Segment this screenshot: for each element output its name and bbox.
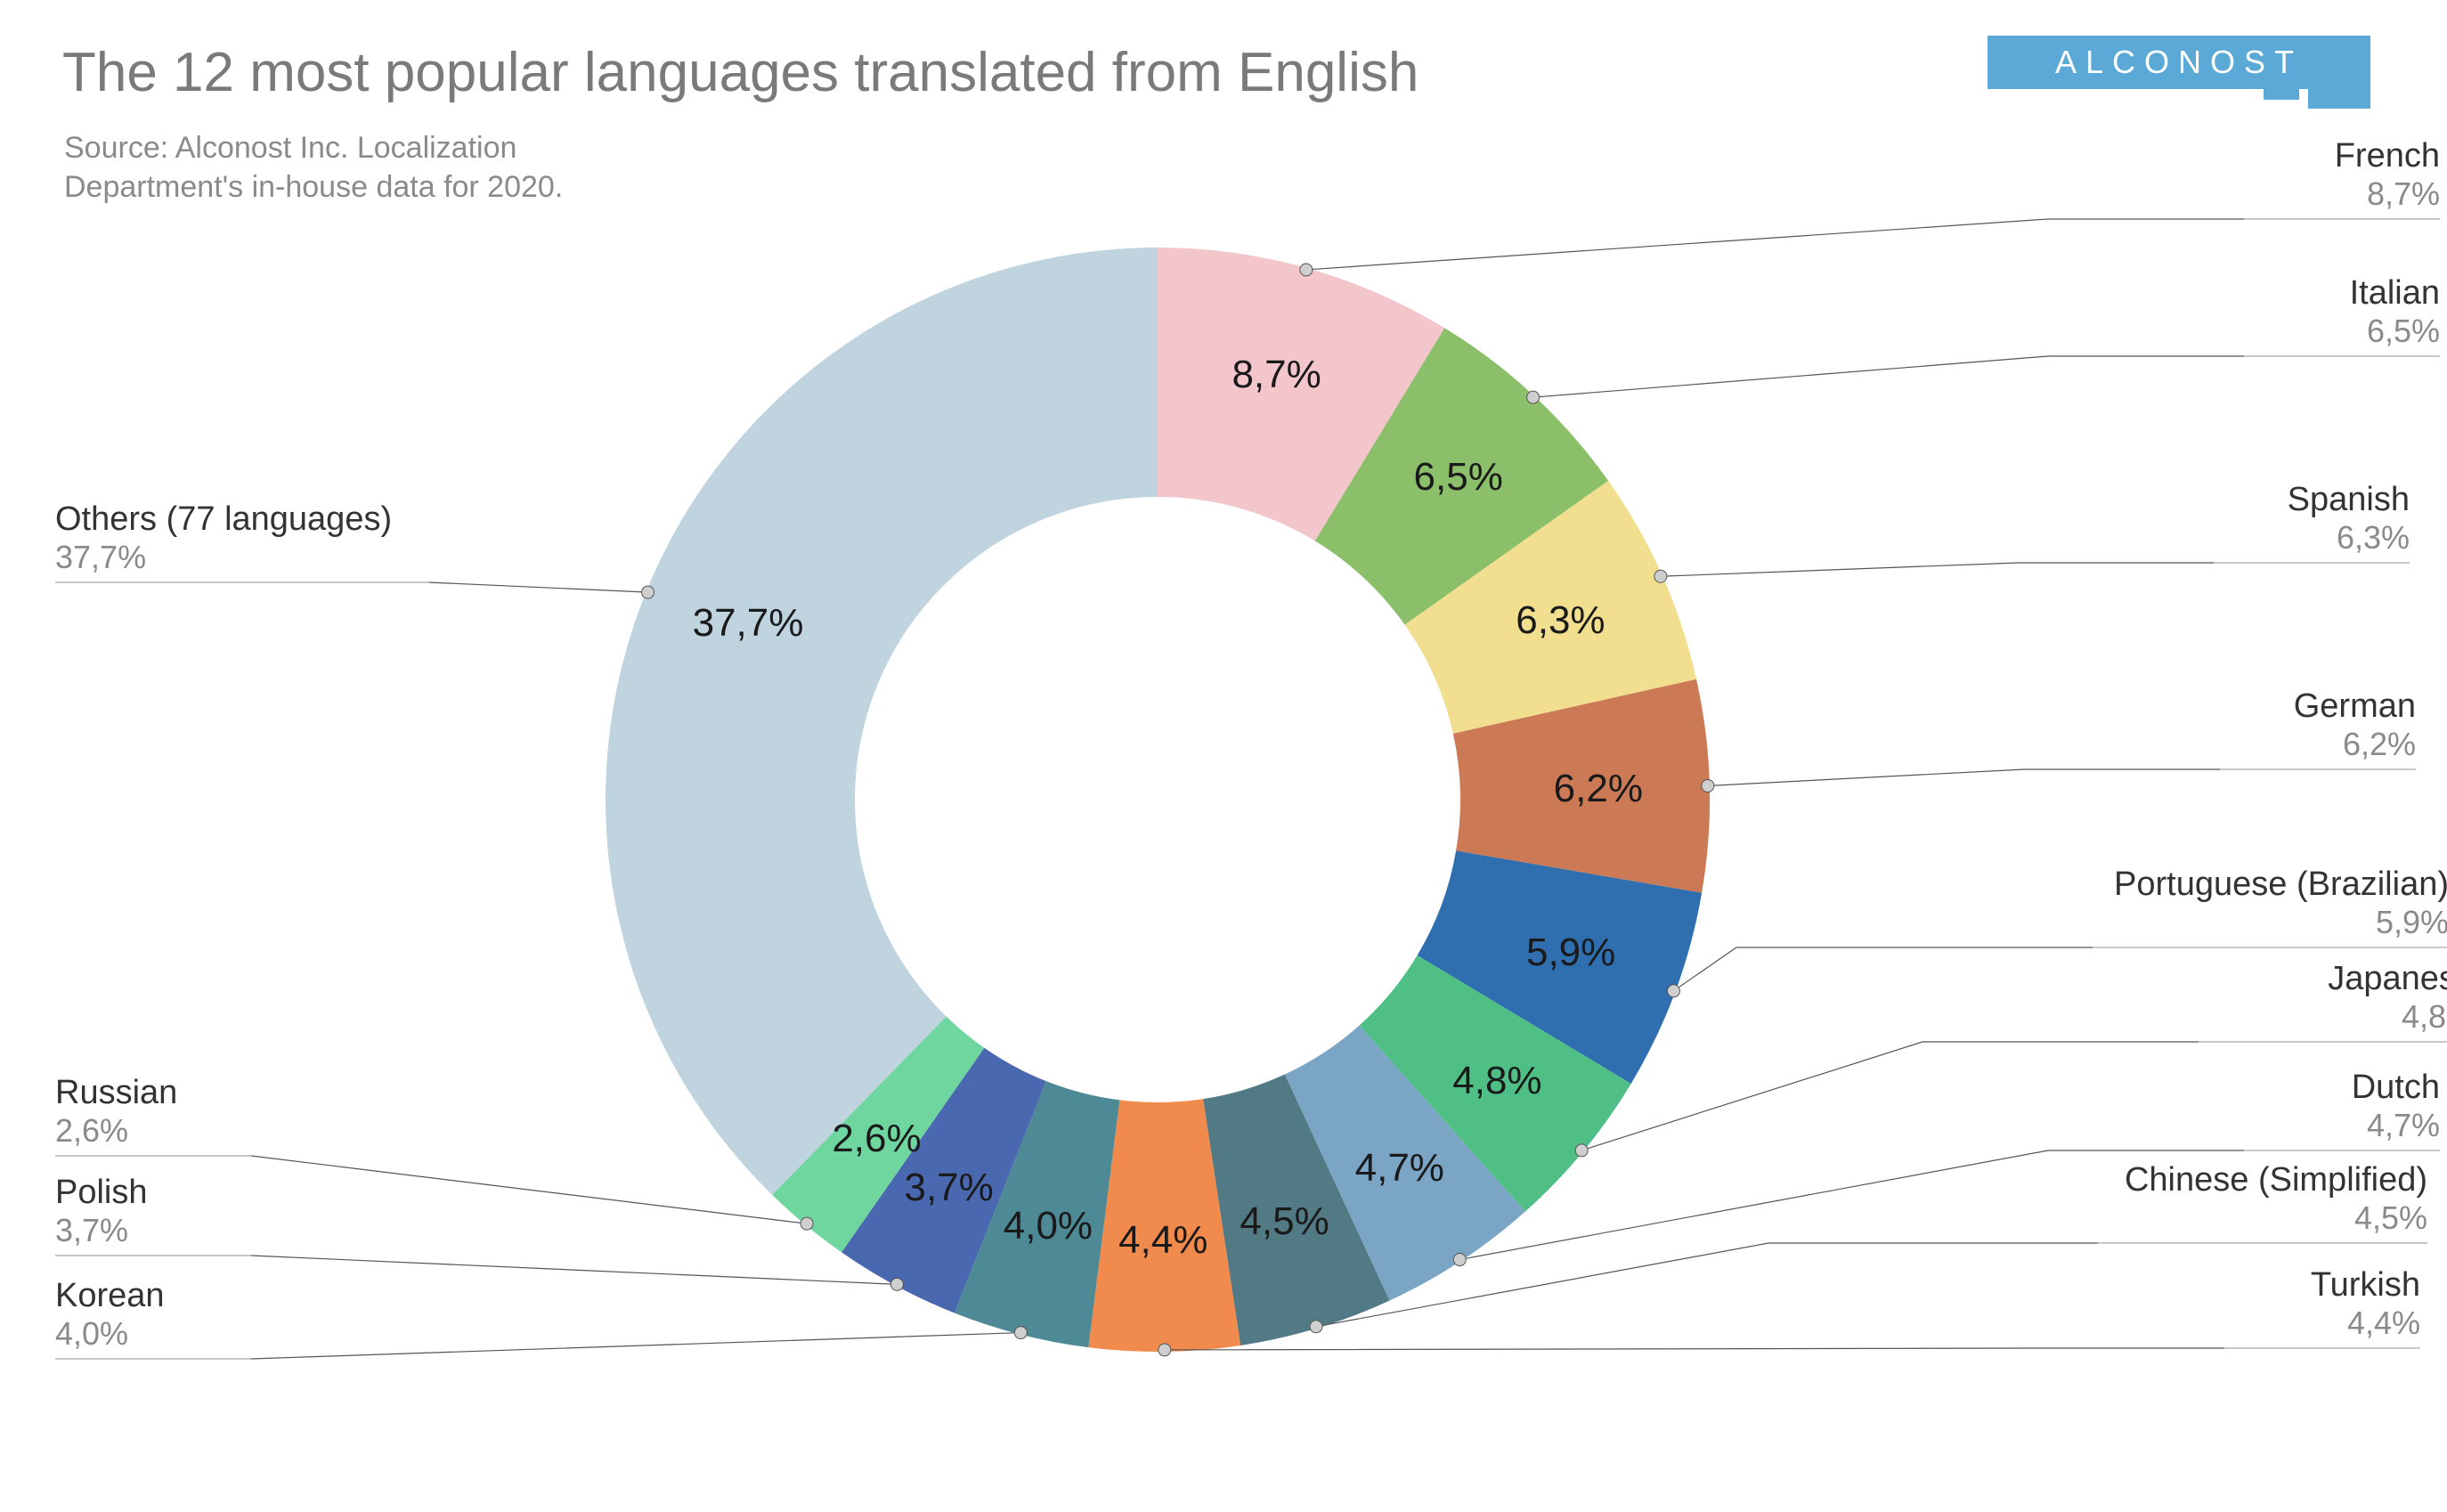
external-label-name: German — [2294, 687, 2416, 726]
slice-value-label: 4,0% — [1004, 1204, 1093, 1248]
connector-dot — [1527, 391, 1540, 403]
slice-value-label: 4,7% — [1355, 1146, 1444, 1191]
slice-value-label: 4,8% — [1452, 1059, 1541, 1103]
slice-value-label: 5,9% — [1526, 931, 1615, 975]
external-label: Dutch4,7% — [2352, 1069, 2440, 1144]
connector-line — [55, 1256, 897, 1284]
external-label: German6,2% — [2294, 687, 2416, 763]
external-label: Spanish6,3% — [2288, 481, 2410, 557]
external-label-value: 4,5% — [2125, 1199, 2427, 1237]
connector-dot — [1654, 570, 1667, 582]
external-label-name: Spanish — [2288, 481, 2410, 519]
external-label-name: Dutch — [2352, 1069, 2440, 1107]
slice-value-label: 4,4% — [1118, 1218, 1207, 1263]
external-label: Chinese (Simplified)4,5% — [2125, 1161, 2427, 1237]
slice-value-label: 6,2% — [1554, 767, 1643, 811]
external-label-value: 8,7% — [2335, 175, 2440, 213]
connector-dot — [1702, 779, 1714, 792]
slice-value-label: 2,6% — [832, 1117, 921, 1161]
external-label-value: 37,7% — [55, 539, 392, 576]
external-label-value: 4,7% — [2352, 1107, 2440, 1144]
external-label-value: 6,5% — [2350, 313, 2440, 350]
external-label-name: Portuguese (Brazilian) — [2114, 866, 2447, 904]
external-label-name: Japanese — [2328, 960, 2447, 998]
connector-dot — [1453, 1254, 1466, 1266]
external-label: Korean4,0% — [55, 1277, 165, 1353]
connector-line — [1306, 219, 2440, 270]
connector-line — [1661, 563, 2410, 576]
external-label-value: 2,6% — [55, 1112, 177, 1150]
external-label: Turkish4,4% — [2311, 1266, 2420, 1342]
connector-line — [55, 582, 648, 592]
connector-dot — [1575, 1144, 1588, 1157]
slice-value-label: 3,7% — [904, 1166, 993, 1210]
external-label: Others (77 languages)37,7% — [55, 500, 392, 576]
connector-dot — [801, 1217, 813, 1230]
external-label-name: Turkish — [2311, 1266, 2420, 1305]
chart-container: The 12 most popular languages translated… — [0, 0, 2447, 1512]
connector-line — [1533, 356, 2440, 397]
connector-line — [1708, 769, 2416, 785]
connector-dot — [1300, 264, 1313, 276]
external-label-value: 6,2% — [2294, 726, 2416, 763]
external-label-value: 5,9% — [2114, 904, 2447, 941]
connector-dot — [1158, 1344, 1171, 1356]
external-label: French8,7% — [2335, 137, 2440, 213]
external-label: Polish3,7% — [55, 1174, 148, 1249]
external-label: Russian2,6% — [55, 1074, 177, 1150]
connector-line — [1581, 1042, 2447, 1150]
external-label-name: French — [2335, 137, 2440, 175]
external-label: Italian6,5% — [2350, 274, 2440, 350]
connector-dot — [642, 586, 654, 598]
external-label: Japanese4,8% — [2328, 960, 2447, 1036]
slice-value-label: 6,3% — [1516, 598, 1605, 643]
slice-value-label: 4,5% — [1240, 1199, 1329, 1244]
slice-value-label: 8,7% — [1232, 353, 1321, 397]
external-label-name: Polish — [55, 1174, 148, 1212]
external-label-name: Korean — [55, 1277, 165, 1315]
external-label-value: 6,3% — [2288, 519, 2410, 557]
connector-dot — [1310, 1321, 1322, 1333]
connector-line — [55, 1156, 807, 1223]
external-label-name: Italian — [2350, 274, 2440, 313]
connector-dot — [1014, 1327, 1027, 1339]
external-label-value: 3,7% — [55, 1212, 148, 1249]
slice-value-label: 6,5% — [1414, 455, 1503, 500]
donut-chart — [0, 0, 2447, 1512]
external-label-name: Others (77 languages) — [55, 500, 392, 539]
external-label-value: 4,8% — [2328, 998, 2447, 1036]
connector-line — [55, 1333, 1020, 1359]
external-label: Portuguese (Brazilian)5,9% — [2114, 866, 2447, 941]
external-label-value: 4,4% — [2311, 1305, 2420, 1342]
connector-dot — [1667, 985, 1679, 997]
external-label-value: 4,0% — [55, 1315, 165, 1353]
external-label-name: Russian — [55, 1074, 177, 1112]
connector-dot — [890, 1278, 903, 1290]
slice-value-label: 37,7% — [693, 601, 804, 646]
donut-slice — [606, 248, 1158, 1195]
external-label-name: Chinese (Simplified) — [2125, 1161, 2427, 1199]
